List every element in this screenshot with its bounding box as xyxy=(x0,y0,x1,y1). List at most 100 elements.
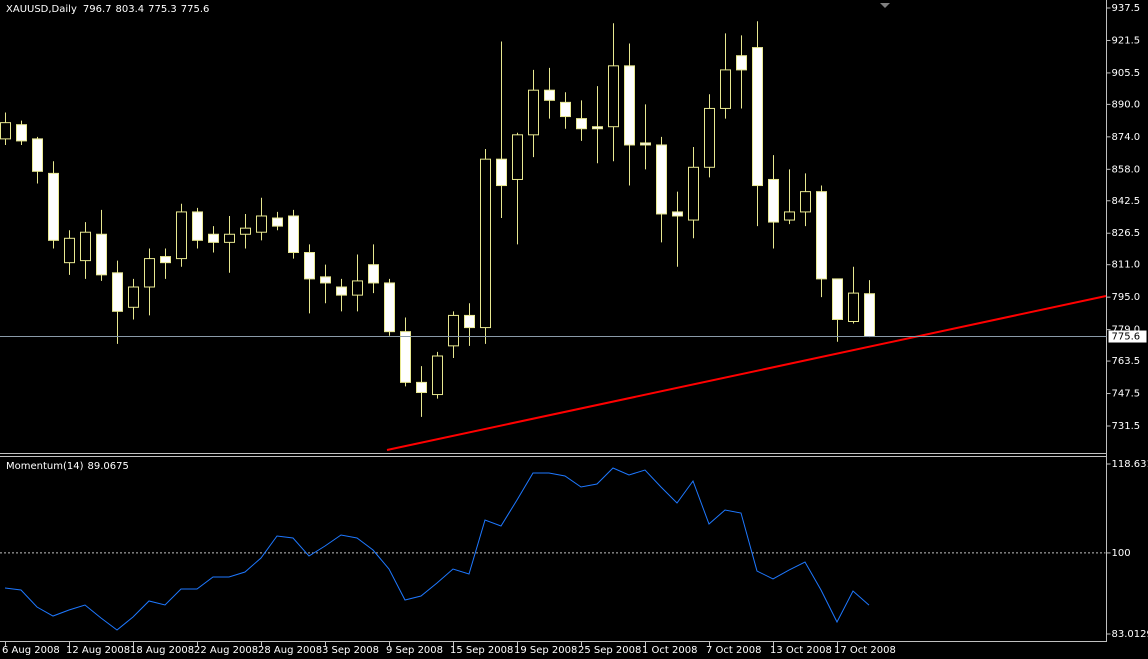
candle-body xyxy=(608,65,619,128)
candle-body xyxy=(288,215,299,254)
candle-body xyxy=(384,282,395,333)
y-tick-label: 937.5 xyxy=(1112,3,1141,14)
x-tick-label: 19 Sep 2008 xyxy=(514,645,577,656)
candle-body xyxy=(496,158,507,187)
candle-body xyxy=(656,144,667,215)
y-tick-label: 731.5 xyxy=(1112,421,1141,432)
x-tick-label: 18 Aug 2008 xyxy=(130,645,194,656)
x-tick-label: 28 Aug 2008 xyxy=(258,645,322,656)
candle-body xyxy=(464,314,475,329)
candle-body xyxy=(576,118,587,130)
candle-body xyxy=(0,122,11,140)
candle-body xyxy=(128,286,139,308)
y-tick-label: 795.0 xyxy=(1112,292,1141,303)
x-tick-label: 17 Oct 2008 xyxy=(834,645,896,656)
candle-body xyxy=(688,166,699,221)
candle-body xyxy=(176,211,187,260)
chart-title: XAUUSD,Daily 796.7 803.4 775.3 775.6 xyxy=(6,4,209,15)
candle-body xyxy=(560,101,571,118)
ohlc-low: 775.3 xyxy=(148,4,177,15)
x-tick-label: 3 Sep 2008 xyxy=(322,645,379,656)
indicator-value: 89.0675 xyxy=(88,461,129,472)
last-price-box xyxy=(1108,330,1147,343)
candle-body xyxy=(640,142,651,146)
y-tick-label: 921.5 xyxy=(1112,35,1141,46)
y-tick-label: 763.5 xyxy=(1112,356,1141,367)
candle-body xyxy=(704,107,715,168)
momentum-line xyxy=(4,467,870,631)
candle-body xyxy=(432,355,443,396)
x-tick-label: 9 Sep 2008 xyxy=(386,645,443,656)
candle-body xyxy=(336,286,347,296)
candle-body xyxy=(848,292,859,322)
candle-body xyxy=(512,134,523,180)
candle-body xyxy=(816,191,827,280)
candle-body xyxy=(240,227,251,235)
symbol: XAUUSD,Daily xyxy=(6,4,77,15)
candle-body xyxy=(448,314,459,347)
x-tick-label: 13 Oct 2008 xyxy=(770,645,832,656)
candle-body xyxy=(64,237,75,264)
x-tick-label: 6 Aug 2008 xyxy=(2,645,60,656)
shift-marker xyxy=(880,3,890,8)
trend-line xyxy=(386,295,1107,451)
candle-body xyxy=(832,278,843,320)
ohlc-close: 775.6 xyxy=(181,4,210,15)
indicator-name: Momentum(14) xyxy=(6,461,84,472)
candle-body xyxy=(352,280,363,296)
candle-body xyxy=(144,258,155,288)
x-tick-label: 15 Sep 2008 xyxy=(450,645,513,656)
candle-body xyxy=(16,124,27,142)
candle-body xyxy=(32,138,43,172)
candle-body xyxy=(416,381,427,394)
y-tick-label: 118.631 xyxy=(1112,459,1148,470)
candle-body xyxy=(192,211,203,241)
y-tick-label: 779.0 xyxy=(1112,325,1141,336)
x-tick-label: 22 Aug 2008 xyxy=(194,645,258,656)
last-price-label: 775.6 xyxy=(1112,332,1141,343)
candle-body xyxy=(320,276,331,284)
candle-body xyxy=(112,272,123,312)
y-tick-label: 100 xyxy=(1112,548,1131,559)
candle-body xyxy=(672,211,683,217)
ohlc-high: 803.4 xyxy=(116,4,145,15)
ohlc-open: 796.7 xyxy=(83,4,112,15)
y-tick-label: 811.0 xyxy=(1112,260,1141,271)
candle-body xyxy=(768,178,779,223)
candle-body xyxy=(544,89,555,101)
x-tick-label: 1 Oct 2008 xyxy=(642,645,697,656)
candle-body xyxy=(96,233,107,276)
candle-body xyxy=(368,264,379,284)
y-tick-label: 83.0129 xyxy=(1112,629,1148,640)
candle-body xyxy=(736,55,747,71)
candle-body xyxy=(208,233,219,243)
candle-body xyxy=(80,231,91,262)
y-tick-label: 890.0 xyxy=(1112,99,1141,110)
candle-body xyxy=(160,256,171,264)
y-tick-label: 874.0 xyxy=(1112,132,1141,143)
candle-body xyxy=(304,252,315,280)
candle-body xyxy=(400,331,411,383)
y-tick-label: 842.5 xyxy=(1112,196,1141,207)
y-tick-label: 905.5 xyxy=(1112,68,1141,79)
candle-body xyxy=(256,215,267,233)
candle-body xyxy=(784,211,795,221)
candle-body xyxy=(272,217,283,227)
candle-body xyxy=(592,126,603,130)
candle-body xyxy=(480,158,491,329)
candle-body xyxy=(528,89,539,136)
y-tick-label: 858.0 xyxy=(1112,164,1141,175)
y-tick-label: 747.5 xyxy=(1112,389,1141,400)
indicator-title: Momentum(14) 89.0675 xyxy=(6,461,129,472)
x-tick-label: 25 Sep 2008 xyxy=(578,645,641,656)
x-tick-label: 12 Aug 2008 xyxy=(66,645,130,656)
candle-body xyxy=(864,293,875,338)
candle-body xyxy=(624,65,635,146)
candle-body xyxy=(752,47,763,187)
candle-body xyxy=(48,172,59,241)
candle-body xyxy=(720,69,731,109)
candle-body xyxy=(224,233,235,243)
